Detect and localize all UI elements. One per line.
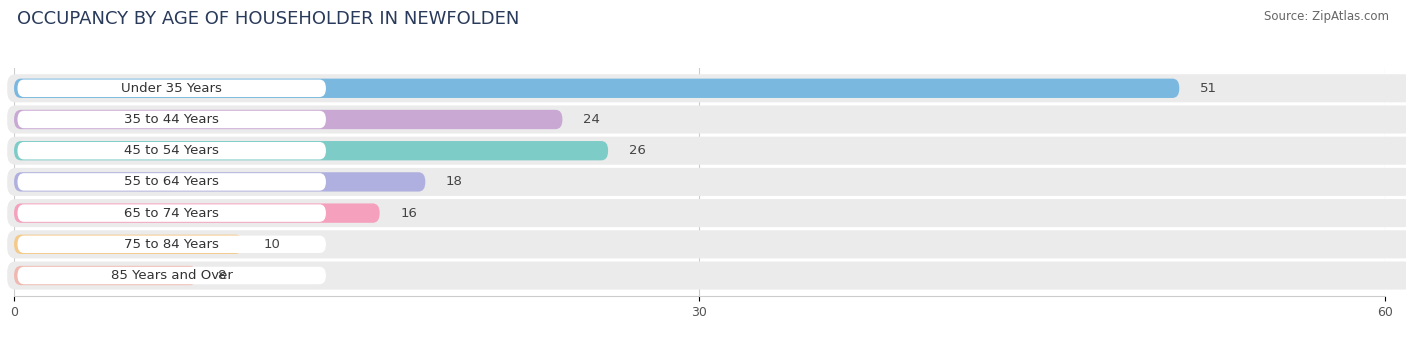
FancyBboxPatch shape [14,172,426,191]
Text: 65 to 74 Years: 65 to 74 Years [124,207,219,220]
FancyBboxPatch shape [14,266,197,285]
Text: 8: 8 [218,269,226,282]
FancyBboxPatch shape [14,110,562,129]
FancyBboxPatch shape [17,111,326,128]
Text: 16: 16 [401,207,418,220]
Text: 45 to 54 Years: 45 to 54 Years [124,144,219,157]
FancyBboxPatch shape [17,204,326,222]
FancyBboxPatch shape [14,141,609,160]
FancyBboxPatch shape [7,261,1406,290]
FancyBboxPatch shape [7,74,1406,102]
Text: OCCUPANCY BY AGE OF HOUSEHOLDER IN NEWFOLDEN: OCCUPANCY BY AGE OF HOUSEHOLDER IN NEWFO… [17,10,519,28]
FancyBboxPatch shape [14,79,1180,98]
FancyBboxPatch shape [7,199,1406,227]
FancyBboxPatch shape [14,203,380,223]
FancyBboxPatch shape [7,168,1406,196]
Text: 51: 51 [1199,82,1216,95]
FancyBboxPatch shape [7,230,1406,258]
Text: Under 35 Years: Under 35 Years [121,82,222,95]
Text: 85 Years and Over: 85 Years and Over [111,269,232,282]
FancyBboxPatch shape [17,173,326,191]
FancyBboxPatch shape [17,236,326,253]
Text: 55 to 64 Years: 55 to 64 Years [124,175,219,188]
FancyBboxPatch shape [7,137,1406,165]
Text: 26: 26 [628,144,645,157]
FancyBboxPatch shape [7,105,1406,134]
Text: 35 to 44 Years: 35 to 44 Years [124,113,219,126]
Text: 10: 10 [263,238,280,251]
Text: 75 to 84 Years: 75 to 84 Years [124,238,219,251]
FancyBboxPatch shape [17,142,326,159]
FancyBboxPatch shape [14,235,243,254]
FancyBboxPatch shape [17,267,326,284]
FancyBboxPatch shape [17,80,326,97]
Text: Source: ZipAtlas.com: Source: ZipAtlas.com [1264,10,1389,23]
Text: 24: 24 [583,113,600,126]
Text: 18: 18 [446,175,463,188]
